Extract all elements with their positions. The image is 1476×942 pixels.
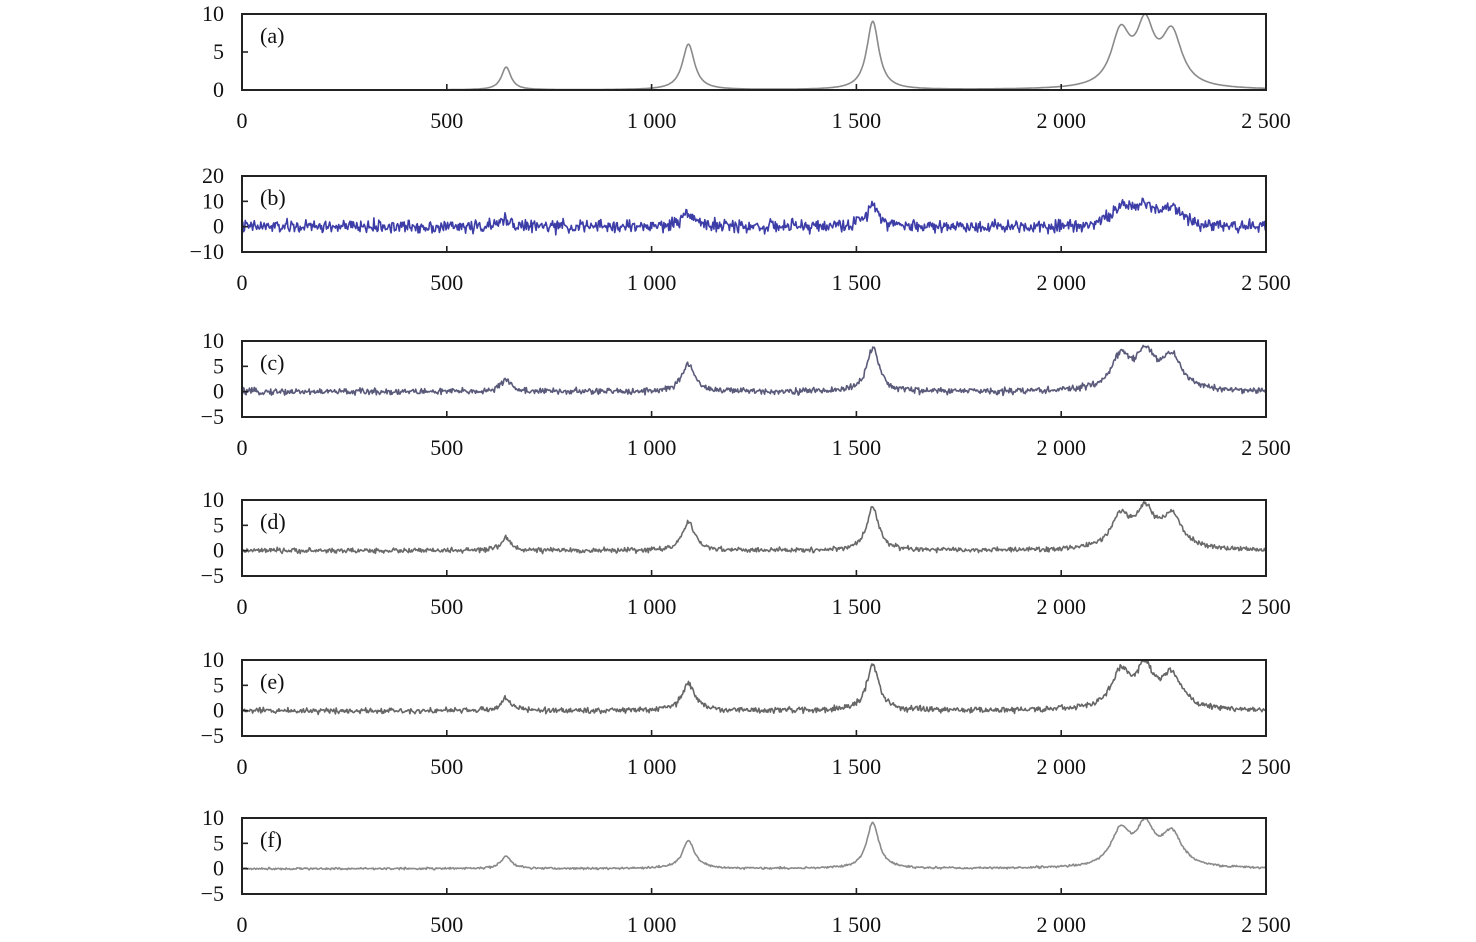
x-tick-label: 2 000: [1036, 754, 1086, 779]
x-tick-label: 1 000: [627, 435, 677, 460]
x-tick-label: 1 500: [832, 108, 882, 133]
y-tick-label: 5: [213, 672, 224, 697]
y-tick-label: 10: [202, 805, 224, 830]
x-tick-label: 1 500: [832, 912, 882, 937]
x-tick-label: 500: [430, 594, 463, 619]
series-line: [242, 660, 1266, 716]
x-tick-label: 1 000: [627, 108, 677, 133]
plot-frame: [241, 13, 1267, 91]
x-tick-label: 500: [430, 912, 463, 937]
y-tick-label: −5: [201, 404, 224, 429]
plot-frame: [241, 499, 1267, 577]
x-tick-label: 500: [430, 270, 463, 295]
x-tick-label: 2 500: [1241, 270, 1291, 295]
x-tick-label: 500: [430, 435, 463, 460]
y-tick-label: −5: [201, 563, 224, 588]
panel-label: (f): [260, 827, 282, 852]
y-tick-label: 0: [213, 214, 224, 239]
y-tick-label: −5: [201, 723, 224, 748]
y-tick-label: 5: [213, 353, 224, 378]
x-tick-label: 1 500: [832, 594, 882, 619]
x-tick-label: 2 000: [1036, 435, 1086, 460]
panel-label: (e): [260, 669, 284, 694]
x-tick-label: 0: [237, 594, 248, 619]
x-tick-label: 500: [430, 108, 463, 133]
x-tick-label: 2 500: [1241, 594, 1291, 619]
x-tick-label: 2 500: [1241, 754, 1291, 779]
x-tick-label: 500: [430, 754, 463, 779]
y-tick-label: 10: [202, 647, 224, 672]
y-tick-label: 5: [213, 830, 224, 855]
x-tick-label: 2 500: [1241, 912, 1291, 937]
y-tick-label: 10: [202, 487, 224, 512]
x-tick-label: 1 000: [627, 270, 677, 295]
y-tick-label: 10: [202, 328, 224, 353]
panel-label: (c): [260, 350, 284, 375]
plot-frame: [241, 340, 1267, 418]
y-tick-label: 5: [213, 39, 224, 64]
plot-frame: [241, 659, 1267, 737]
x-tick-label: 2 500: [1241, 435, 1291, 460]
y-tick-label: 0: [213, 77, 224, 102]
plot-frame: [241, 817, 1267, 895]
x-tick-label: 1 000: [627, 754, 677, 779]
y-tick-label: 0: [213, 538, 224, 563]
x-tick-label: 0: [237, 912, 248, 937]
x-tick-label: 0: [237, 435, 248, 460]
series-line: [242, 818, 1266, 871]
y-tick-label: −10: [190, 239, 224, 264]
plot-frame: [241, 175, 1267, 253]
y-tick-label: 10: [202, 188, 224, 213]
series-line: [242, 500, 1266, 555]
y-tick-label: 0: [213, 698, 224, 723]
y-tick-label: 20: [202, 163, 224, 188]
x-tick-label: 2 000: [1036, 270, 1086, 295]
x-tick-label: 1 500: [832, 435, 882, 460]
x-tick-label: 0: [237, 108, 248, 133]
y-tick-label: −5: [201, 881, 224, 906]
y-tick-label: 10: [202, 1, 224, 26]
x-tick-label: 0: [237, 270, 248, 295]
y-tick-label: 0: [213, 856, 224, 881]
series-line: [242, 344, 1266, 397]
x-tick-label: 1 000: [627, 594, 677, 619]
y-tick-label: 5: [213, 512, 224, 537]
x-tick-label: 2 000: [1036, 594, 1086, 619]
series-line: [446, 14, 1266, 90]
x-tick-label: 2 000: [1036, 912, 1086, 937]
y-tick-label: 0: [213, 379, 224, 404]
x-tick-label: 2 500: [1241, 108, 1291, 133]
x-tick-label: 1 500: [832, 754, 882, 779]
x-tick-label: 2 000: [1036, 108, 1086, 133]
x-tick-label: 1 500: [832, 270, 882, 295]
x-tick-label: 1 000: [627, 912, 677, 937]
series-line: [242, 197, 1266, 236]
panel-1: 0 500 1 000 1 500 2 000 2 500 0 5 10 (a): [202, 1, 1291, 133]
x-tick-label: 0: [237, 754, 248, 779]
panel-label: (d): [260, 509, 286, 534]
panel-label: (b): [260, 185, 286, 210]
panel-label: (a): [260, 23, 284, 48]
